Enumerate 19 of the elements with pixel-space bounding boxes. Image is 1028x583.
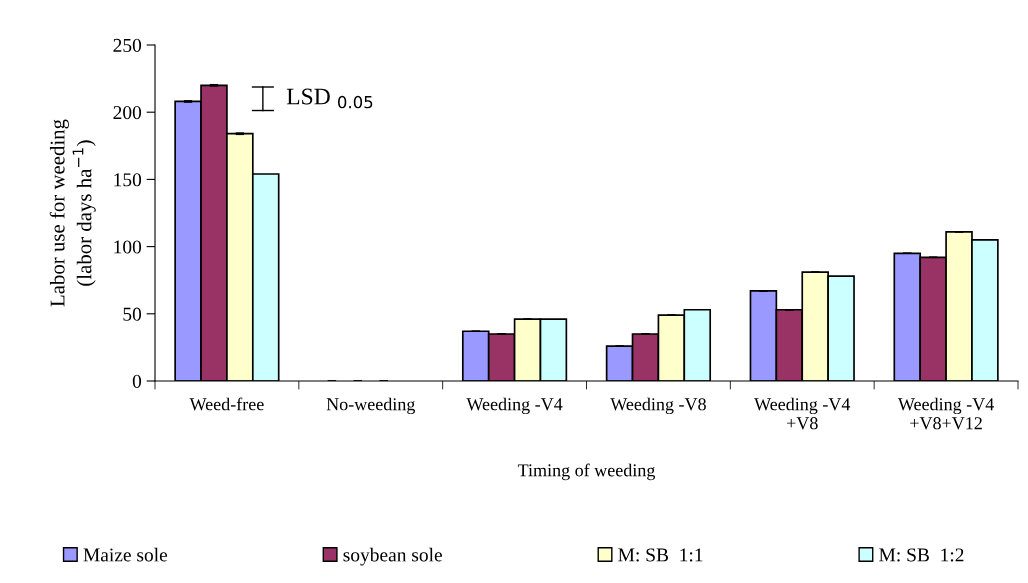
y-tick-label: 100: [114, 240, 142, 254]
y-axis-title: Labor use for weeding (labor days ha$^{−1}$): [49, 119, 96, 307]
x-axis-title: Timing of weeding: [517, 463, 656, 481]
x-tick-label: Weed-free: [189, 397, 264, 411]
legend-label: M: SB 1:2: [879, 548, 964, 562]
y-tick-label: 50: [123, 307, 142, 321]
x-tick-label: Weeding -V8: [610, 397, 706, 415]
legend-label: Maize sole: [83, 547, 168, 562]
y-tick-label: 250: [113, 38, 142, 52]
x-tick-label: Weeding -V4 +V8: [754, 397, 851, 430]
y-tick-label: 150: [114, 173, 142, 187]
y-tick-label: 200: [113, 106, 142, 120]
legend-label: soybean sole: [343, 547, 442, 566]
x-tick-label: Weeding -V4: [466, 397, 563, 415]
legend-label: M: SB 1:1: [618, 548, 703, 562]
y-tick-label: 0: [132, 374, 142, 388]
x-tick-label: No-weeding: [326, 397, 416, 415]
x-tick-label: Weeding -V4 +V8+V12: [897, 397, 994, 430]
annotation: LSD $_{0.05}$: [286, 88, 373, 109]
